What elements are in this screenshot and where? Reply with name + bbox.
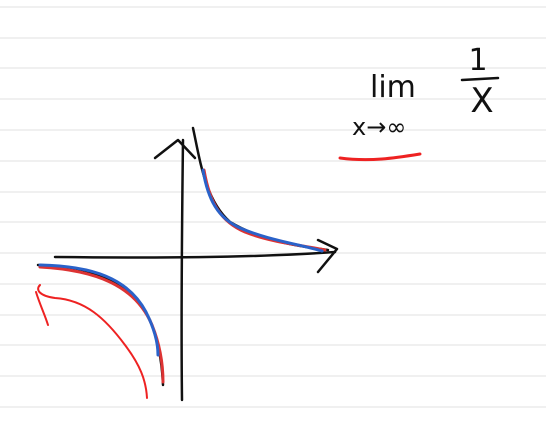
axes bbox=[53, 138, 339, 402]
ruled-lines bbox=[0, 6, 546, 408]
curves bbox=[35, 126, 422, 399]
limit-text: lim bbox=[370, 70, 416, 105]
limit-subscript: x→∞ bbox=[352, 113, 406, 141]
fraction-bar bbox=[460, 76, 500, 82]
y-axis bbox=[180, 138, 185, 402]
x-axis bbox=[53, 250, 337, 259]
underline bbox=[338, 152, 422, 162]
y-axis-arrow bbox=[153, 138, 197, 160]
denominator: X bbox=[470, 81, 493, 121]
x-axis-arrow bbox=[316, 238, 339, 274]
numerator: 1 bbox=[468, 43, 487, 78]
lower-branch-blue bbox=[38, 263, 160, 357]
upper-branch-blue bbox=[201, 168, 324, 253]
red-scribble bbox=[35, 284, 148, 399]
